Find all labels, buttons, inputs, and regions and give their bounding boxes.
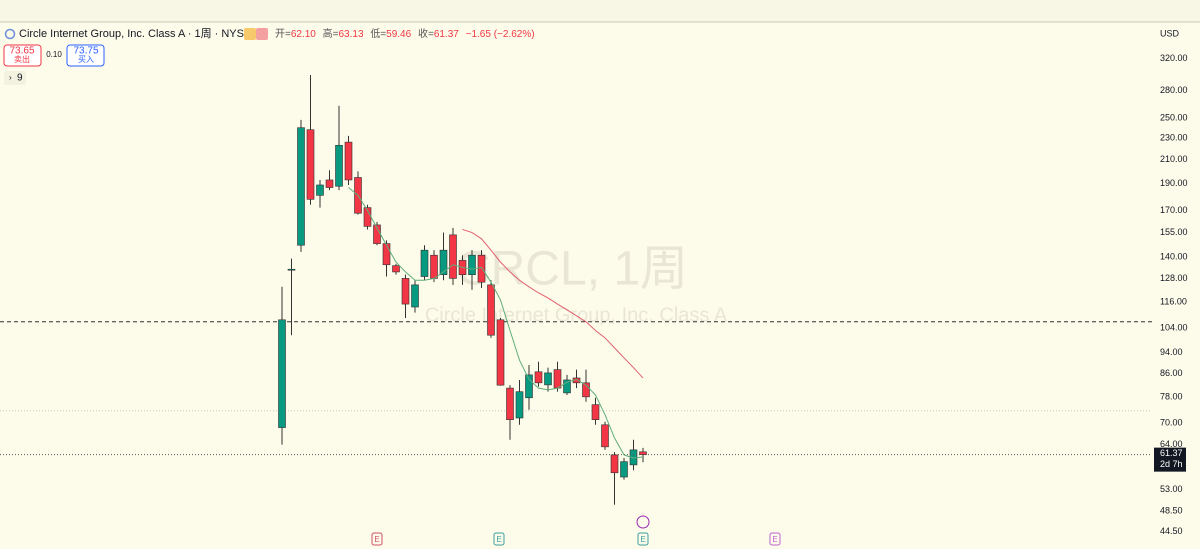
buy-price: 73.75 <box>73 46 98 57</box>
candle-body <box>325 179 334 188</box>
top-bar <box>0 0 1200 22</box>
candle-body <box>411 284 419 308</box>
y-tick-label: 48.50 <box>1160 505 1183 515</box>
chevron: › <box>9 73 12 82</box>
y-tick-label: 230.00 <box>1160 132 1188 142</box>
spread: 0.10 <box>46 50 62 59</box>
currency-button[interactable] <box>1152 26 1196 42</box>
indicator-toggle[interactable] <box>4 71 26 85</box>
logo <box>4 28 16 40</box>
y-tick-label: 116.00 <box>1160 296 1187 306</box>
candle-body <box>439 249 448 275</box>
candle-body <box>477 254 486 283</box>
candle-body <box>420 249 429 277</box>
event-marker <box>371 532 383 546</box>
candle-body <box>620 461 628 478</box>
candle-body <box>610 454 619 474</box>
y-tick-label: 70.00 <box>1160 417 1183 427</box>
y-tick-label: 94.00 <box>1160 347 1183 357</box>
y-tick-label: 128.00 <box>1160 273 1188 283</box>
event-marker <box>769 532 781 546</box>
y-tick-label: 86.00 <box>1160 368 1183 378</box>
currency: USD <box>1160 28 1180 38</box>
header-title: Circle Internet Group, Inc. Class A · 1周… <box>19 27 251 40</box>
candle-body <box>534 371 543 384</box>
price-tag-countdown: 2d 7h <box>1160 459 1183 469</box>
y-tick-label: 250.00 <box>1160 112 1188 122</box>
sell-price: 73.65 <box>9 46 34 57</box>
y-tick-label: 190.00 <box>1160 178 1188 188</box>
y-tick-label: 155.00 <box>1160 227 1188 237</box>
candle-body <box>544 372 552 386</box>
y-tick-label: 64.00 <box>1160 439 1183 449</box>
event-marker <box>493 532 505 546</box>
y-tick-label: 44.50 <box>1160 526 1183 536</box>
ohlc-label: 开= <box>275 29 291 40</box>
candle-body <box>316 184 324 196</box>
candle-body <box>335 145 343 187</box>
ohlc-label: 高= <box>323 27 339 40</box>
event-label: E <box>772 535 777 544</box>
ohlc-value: 59.46 <box>386 29 411 40</box>
candle-body <box>601 424 609 448</box>
candle-body <box>496 319 505 386</box>
ohlc-value: 62.10 <box>291 29 316 40</box>
candle-body <box>287 268 296 271</box>
y-tick-label: 78.00 <box>1160 392 1183 402</box>
icon <box>256 28 268 40</box>
candle-body <box>278 319 286 428</box>
buy-button[interactable] <box>66 44 105 67</box>
candle-body <box>563 379 571 394</box>
y-tick-label: 104.00 <box>1160 323 1188 333</box>
candle-body <box>401 278 410 305</box>
plot: 320.00 280.00 250.00 230.00 210.00 190.00 170.… <box>0 53 1188 546</box>
y-tick-label: 280.00 <box>1160 85 1188 95</box>
change: −1.65 (−2.62%) <box>466 29 535 40</box>
candle-body <box>487 284 495 336</box>
dividend-marker <box>636 515 650 529</box>
y-tick-label: 210.00 <box>1160 154 1188 164</box>
ohlc-value: 61.37 <box>434 29 459 40</box>
moving-average <box>462 228 644 379</box>
candle-body <box>525 374 533 399</box>
candle-body <box>392 265 400 273</box>
moving-average <box>348 187 644 459</box>
indicator-count: 9 <box>17 73 23 84</box>
candle-body <box>582 382 590 398</box>
candle-body <box>468 254 476 275</box>
ohlc-value: 63.13 <box>339 29 364 40</box>
candle-body <box>430 254 438 279</box>
candle-body <box>382 243 391 266</box>
candle-body <box>506 387 514 420</box>
sell-button[interactable] <box>3 44 42 67</box>
event-marker <box>637 532 649 546</box>
icon <box>244 28 256 40</box>
candle-body <box>591 404 600 420</box>
candle-body <box>344 141 353 181</box>
event-label: E <box>496 535 501 544</box>
price-tag-value: 61.37 <box>1160 448 1183 458</box>
ohlc-label: 低= <box>370 27 386 40</box>
candle-body <box>553 369 562 389</box>
y-tick-label: 170.00 <box>1160 205 1188 215</box>
y-tick-label: 320.00 <box>1160 53 1188 63</box>
sell-label: 卖出 <box>14 54 30 64</box>
ohlc-label: 收= <box>418 27 434 40</box>
y-tick-label: 140.00 <box>1160 251 1188 261</box>
candle-body <box>297 127 305 246</box>
candle-body <box>306 129 315 200</box>
event-label: E <box>640 535 645 544</box>
candle-body <box>449 234 457 279</box>
y-tick-label: 53.00 <box>1160 484 1183 494</box>
buy-label: 买入 <box>78 55 94 64</box>
price-tag <box>1154 447 1186 472</box>
candle-body <box>515 391 524 419</box>
event-label: E <box>374 535 379 544</box>
header-ohlc: 开=62.10 高=63.13 低=59.46 收=61.37 −1.65 (−… <box>275 27 535 40</box>
